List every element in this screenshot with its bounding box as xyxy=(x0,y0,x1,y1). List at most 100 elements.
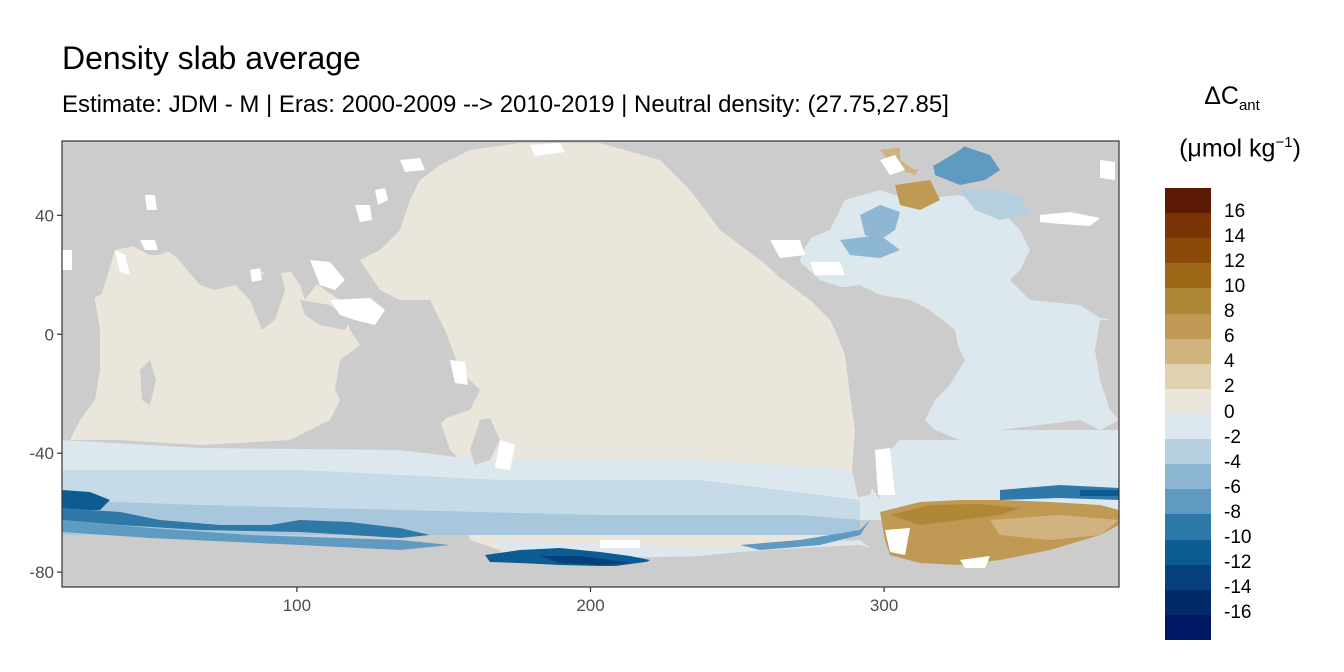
legend-swatch xyxy=(1165,388,1211,415)
nodata-arctic-patches xyxy=(530,143,565,156)
nodata-caribbean xyxy=(810,262,845,275)
legend-label: -2 xyxy=(1224,426,1241,448)
x-tick-label: 300 xyxy=(870,596,898,615)
landmass-greenland xyxy=(900,141,970,170)
legend-label: 6 xyxy=(1224,326,1235,348)
landmass-madagascar xyxy=(140,360,156,405)
ocean-labrador-sea xyxy=(860,205,900,240)
chart-title: Density slab average xyxy=(62,40,361,76)
landmass-southern-africa-east xyxy=(1095,320,1119,420)
legend-swatch xyxy=(1165,489,1211,515)
ocean-nordic-overflow-2 xyxy=(895,180,940,210)
landmass-new-zealand xyxy=(470,418,500,465)
x-tick-label: 200 xyxy=(576,596,604,615)
legend-swatch xyxy=(1165,414,1211,440)
landmass-indonesia xyxy=(300,300,350,330)
legend-label: 8 xyxy=(1224,301,1235,323)
legend-swatch xyxy=(1165,539,1211,566)
legend-label: 10 xyxy=(1224,275,1246,297)
landmass-japan xyxy=(385,185,410,215)
landmass-south-america xyxy=(820,285,960,497)
y-tick-label: -40 xyxy=(29,444,54,463)
nodata-new-zealand-shelf xyxy=(495,440,515,470)
landmass-africa-south xyxy=(62,260,100,440)
legend-title: ΔCant xyxy=(1204,82,1260,114)
y-tick-label: 40 xyxy=(35,206,54,225)
legend-swatch xyxy=(1165,363,1211,390)
ocean-neutral-indian xyxy=(62,245,370,445)
y-tick-label: -80 xyxy=(29,563,54,582)
legend-label: -4 xyxy=(1224,451,1241,473)
ocean-atlantic-strong-negative xyxy=(1000,485,1119,500)
legend-swatch xyxy=(1165,313,1211,340)
landmass-australia xyxy=(335,340,450,430)
x-axis: 100 200 300 xyxy=(283,587,898,615)
legend-swatch xyxy=(1165,514,1211,541)
nodata-south-china-sea xyxy=(310,260,345,290)
legend-unit: (μmol kg−1) xyxy=(1179,134,1301,163)
landmass-africa xyxy=(62,141,175,265)
legend-label: -16 xyxy=(1224,602,1252,624)
x-tick-label: 100 xyxy=(283,596,311,615)
nodata-indonesian-seas xyxy=(330,298,385,325)
legend-swatch xyxy=(1165,614,1211,641)
legend-label: 16 xyxy=(1224,200,1246,222)
ocean-strong-negative-indian-2 xyxy=(62,508,430,538)
landmass-europe xyxy=(1020,141,1119,250)
legend-swatch xyxy=(1165,238,1211,264)
landmass-tasmania xyxy=(415,438,428,450)
nodata-sea-of-japan xyxy=(375,188,388,205)
nodata-african-shelf xyxy=(62,250,72,270)
legend-label: -8 xyxy=(1224,501,1241,523)
ocean-strong-negative-indian xyxy=(62,490,110,510)
legend-swatch xyxy=(1165,288,1211,315)
y-axis: 40 0 -40 -80 xyxy=(29,206,62,582)
nodata-australia-shelf xyxy=(450,360,468,385)
ocean-north-atlantic-blue-2 xyxy=(840,235,900,258)
landmass-west-africa xyxy=(1020,245,1119,320)
legend-colorbar xyxy=(1165,188,1211,641)
y-tick-label: 0 xyxy=(45,325,54,344)
ocean-antarctic-blue-east xyxy=(740,520,870,550)
nodata-yellow-sea xyxy=(355,205,372,222)
legend-label: 2 xyxy=(1224,376,1235,398)
nodata-indian-antarctic-shelf xyxy=(600,540,640,548)
nodata-patagonian-shelf xyxy=(875,448,895,495)
legend-swatch xyxy=(1165,589,1211,616)
legend-swatch xyxy=(1165,439,1211,465)
legend-label: -12 xyxy=(1224,552,1252,574)
landmass-north-america xyxy=(600,141,880,262)
ocean-strong-negative-indian-3 xyxy=(62,520,450,550)
ocean-weddell-sea-core xyxy=(890,504,1020,525)
landmass-asia xyxy=(62,141,440,300)
nodata-weddell-shelf xyxy=(885,528,910,555)
landmass-central-america xyxy=(760,258,830,302)
legend-label: -14 xyxy=(1224,577,1252,599)
nodata-red-sea xyxy=(115,250,130,275)
ocean-atlantic-south xyxy=(870,430,1119,500)
legend-label: 12 xyxy=(1224,250,1246,272)
landmass-antarctica xyxy=(62,545,1119,587)
legend-label: 4 xyxy=(1224,351,1235,373)
chart-subtitle: Estimate: JDM - M | Eras: 2000-2009 --> … xyxy=(62,91,949,118)
legend-swatch xyxy=(1165,564,1211,591)
nodata-hudson-bay xyxy=(880,155,905,175)
nodata-okhotsk xyxy=(400,158,425,172)
ocean-weddell-sea-mid xyxy=(990,515,1119,540)
nodata-mediterranean xyxy=(1040,212,1100,226)
map-panel xyxy=(62,141,1119,587)
legend-swatch xyxy=(1165,338,1211,365)
legend-label: -10 xyxy=(1224,527,1252,549)
legend-swatch xyxy=(1165,188,1211,214)
landmass-new-guinea xyxy=(390,318,440,338)
legend-label: 0 xyxy=(1224,401,1235,423)
nodata-weddell-ice xyxy=(960,556,990,568)
legend-swatch xyxy=(1165,464,1211,490)
nodata-gulf-of-mexico xyxy=(770,240,805,258)
nodata-persian-gulf xyxy=(140,240,158,250)
legend-swatch xyxy=(1165,263,1211,289)
ocean-ross-sea-core xyxy=(540,556,630,565)
legend-swatch xyxy=(1165,213,1211,239)
nodata-caspian xyxy=(145,195,157,210)
